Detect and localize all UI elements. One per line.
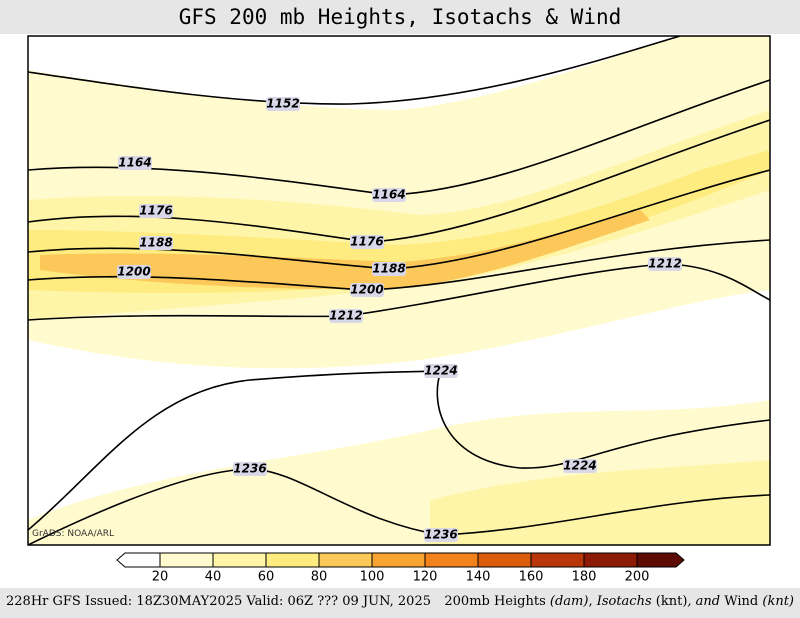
contour-label: 1224 xyxy=(424,364,457,378)
contour-label: 1212 xyxy=(648,257,681,271)
contour-label: 1152 xyxy=(266,97,299,111)
colorbar-swatch xyxy=(530,552,585,568)
isotach-band xyxy=(430,460,770,545)
colorbar-swatch xyxy=(159,552,214,568)
contour-label: 1236 xyxy=(424,528,457,542)
contour-label: 1188 xyxy=(372,262,405,276)
map-frame xyxy=(27,35,771,546)
contour-label: 1236 xyxy=(233,462,266,476)
colorbar-swatch xyxy=(212,552,267,568)
footer-right-part: , xyxy=(588,594,597,609)
contour-label-bg xyxy=(372,188,406,202)
colorbar-tick: 200 xyxy=(625,570,650,585)
colorbar-swatch xyxy=(477,552,532,568)
colorbar-tick: 40 xyxy=(205,570,222,585)
footer: 228Hr GFS Issued: 18Z30MAY2025 Valid: 06… xyxy=(0,588,800,618)
contour-label: 1176 xyxy=(350,235,383,249)
contour-label: 1200 xyxy=(350,283,383,297)
contour-label: 1200 xyxy=(117,265,150,279)
contour-label: 1164 xyxy=(118,156,151,170)
colorbar-tick: 20 xyxy=(152,570,169,585)
colorbar-swatch xyxy=(318,552,373,568)
contour-label-bg xyxy=(350,235,384,249)
colorbar-swatch xyxy=(583,552,638,568)
contour-label-bg xyxy=(350,283,384,297)
contour-label-bg xyxy=(117,265,151,279)
colorbar-swatch xyxy=(371,552,426,568)
contour-label-bg xyxy=(424,364,458,378)
footer-right-part: (knt) xyxy=(655,594,688,609)
contour-label: 1164 xyxy=(372,188,405,202)
contour-label-bg xyxy=(329,309,363,323)
contour-label: 1176 xyxy=(139,204,172,218)
footer-right-part: 200mb Heights xyxy=(444,594,550,609)
footer-right-part: , and xyxy=(687,594,725,609)
colorbar-tick: 120 xyxy=(413,570,438,585)
colorbar-tick: 100 xyxy=(360,570,385,585)
colorbar-tick: 80 xyxy=(311,570,328,585)
footer-right-part: (knt) xyxy=(762,594,794,609)
colorbar-swatch xyxy=(265,552,320,568)
contour-label-bg xyxy=(648,257,682,271)
contour-label-bg xyxy=(139,236,173,250)
footer-right: 200mb Heights (dam), Isotachs (knt), and… xyxy=(444,594,794,609)
calm-area xyxy=(28,36,680,110)
contour-label-bg xyxy=(563,459,597,473)
colorbar-tick: 180 xyxy=(572,570,597,585)
colorbar-tick: 160 xyxy=(519,570,544,585)
contour-label-bg xyxy=(266,97,300,111)
isotach-band xyxy=(40,210,650,290)
credit: GrADS: NOAA/ARL xyxy=(32,529,114,539)
contour-label-bg xyxy=(233,462,267,476)
colorbar-swatch xyxy=(116,552,161,568)
colorbar-tick: 60 xyxy=(258,570,275,585)
contour-label-bg xyxy=(139,204,173,218)
colorbar-swatch xyxy=(636,552,685,568)
contour-label-bg xyxy=(118,156,152,170)
contour-label: 1212 xyxy=(329,309,362,323)
title: GFS 200 mb Heights, Isotachs & Wind xyxy=(0,0,800,34)
contour-label: 1224 xyxy=(563,459,596,473)
footer-right-part: Isotachs xyxy=(596,594,656,609)
colorbar-swatch xyxy=(424,552,479,568)
calm-area xyxy=(28,290,770,520)
footer-right-part: Wind xyxy=(724,594,763,609)
colorbar-tick: 140 xyxy=(466,570,491,585)
footer-right-part: (dam) xyxy=(549,594,589,609)
contour-label-bg xyxy=(424,528,458,542)
footer-left: 228Hr GFS Issued: 18Z30MAY2025 Valid: 06… xyxy=(6,594,431,609)
map-area xyxy=(28,36,770,545)
contour-label-bg xyxy=(372,262,406,276)
contour-label: 1188 xyxy=(139,236,172,250)
